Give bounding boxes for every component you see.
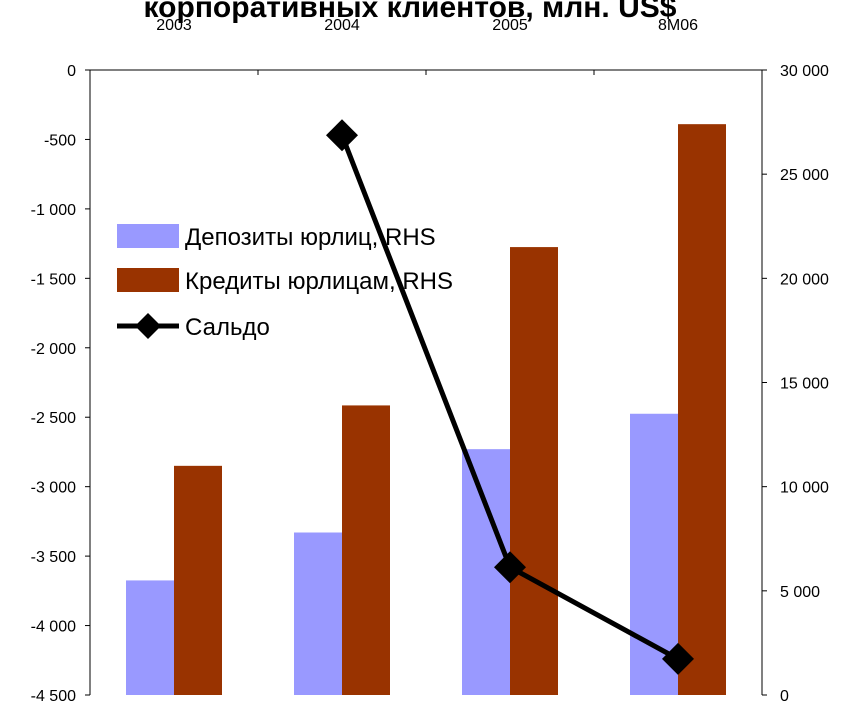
balance-point-8M06 <box>662 642 694 675</box>
left-tick-label: -3 000 <box>31 480 76 497</box>
bar-deposits-2004 <box>294 532 342 695</box>
legend-swatch-balance-marker <box>135 313 161 339</box>
bar-loans-2005 <box>510 247 558 696</box>
legend: Депозиты юрлиц, RHS Кредиты юрлицам, RHS С… <box>117 224 453 341</box>
left-tick-label: -1 000 <box>31 202 76 219</box>
x-tick-label: 8M06 <box>658 17 698 34</box>
right-tick-label: 5 000 <box>780 584 820 601</box>
x-tick-label: 2004 <box>324 17 360 34</box>
balance-point-2004 <box>326 119 358 152</box>
left-tick-label: -2 000 <box>31 341 76 358</box>
left-tick-label: -4 000 <box>31 619 76 636</box>
legend-swatch-deposits <box>117 224 179 248</box>
bar-loans-2003 <box>174 465 222 695</box>
right-tick-label: 20 000 <box>780 271 829 288</box>
x-tick-label: 2005 <box>492 17 528 34</box>
left-tick-label: -1 500 <box>31 271 76 288</box>
bar-loans-8M06 <box>678 124 726 695</box>
left-tick-label: -2 500 <box>31 410 76 427</box>
legend-swatch-loans <box>117 268 179 292</box>
right-tick-label: 30 000 <box>780 63 829 80</box>
bar-loans-2004 <box>342 405 390 695</box>
left-tick-label: -3 500 <box>31 549 76 566</box>
axes: 0 -500 -1 000 -1 500 -2 000 -2 500 -3 000 -3 50… <box>31 17 829 703</box>
bars <box>126 124 726 696</box>
legend-label: Кредиты юрлицам, RHS <box>185 268 453 295</box>
legend-label: Сальдо <box>185 314 270 341</box>
right-tick-label: 10 000 <box>780 480 829 497</box>
chart-title: корпоративных клиентов, млн. US$ <box>144 0 677 24</box>
left-tick-label: 0 <box>67 63 76 80</box>
right-tick-label: 25 000 <box>780 167 829 184</box>
bar-deposits-2003 <box>126 580 174 695</box>
right-tick-label: 15 000 <box>780 376 829 393</box>
x-tick-label: 2003 <box>156 17 192 34</box>
balance-line-layer <box>326 119 694 675</box>
balance-point-2005 <box>494 551 526 584</box>
left-tick-label: -500 <box>44 132 76 149</box>
left-tick-label: -4 500 <box>31 688 76 703</box>
right-tick-label: 0 <box>780 688 789 703</box>
legend-label: Депозиты юрлиц, RHS <box>185 224 436 251</box>
